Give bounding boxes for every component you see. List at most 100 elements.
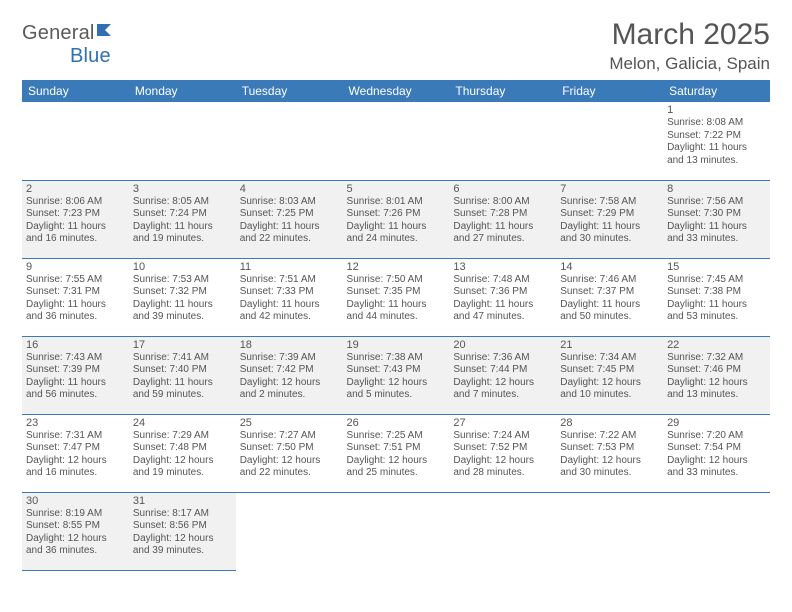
calendar-row: 9Sunrise: 7:55 AMSunset: 7:31 PMDaylight… — [22, 258, 770, 336]
calendar-cell: 21Sunrise: 7:34 AMSunset: 7:45 PMDayligh… — [556, 336, 663, 414]
calendar-cell: 28Sunrise: 7:22 AMSunset: 7:53 PMDayligh… — [556, 414, 663, 492]
day-info: Sunrise: 7:27 AMSunset: 7:50 PMDaylight:… — [240, 430, 339, 480]
calendar-cell: 19Sunrise: 7:38 AMSunset: 7:43 PMDayligh… — [343, 336, 450, 414]
day-info: Sunrise: 7:50 AMSunset: 7:35 PMDaylight:… — [347, 274, 446, 324]
day-info: Sunrise: 8:05 AMSunset: 7:24 PMDaylight:… — [133, 196, 232, 246]
calendar-head: SundayMondayTuesdayWednesdayThursdayFrid… — [22, 80, 770, 102]
day-number: 27 — [453, 417, 552, 429]
day-info: Sunrise: 7:34 AMSunset: 7:45 PMDaylight:… — [560, 352, 659, 402]
day-number: 16 — [26, 339, 125, 351]
day-number: 19 — [347, 339, 446, 351]
day-number: 29 — [667, 417, 766, 429]
calendar-cell: 14Sunrise: 7:46 AMSunset: 7:37 PMDayligh… — [556, 258, 663, 336]
day-info: Sunrise: 7:43 AMSunset: 7:39 PMDaylight:… — [26, 352, 125, 402]
day-info: Sunrise: 7:48 AMSunset: 7:36 PMDaylight:… — [453, 274, 552, 324]
calendar-body: 1Sunrise: 8:08 AMSunset: 7:22 PMDaylight… — [22, 102, 770, 570]
calendar-cell: 3Sunrise: 8:05 AMSunset: 7:24 PMDaylight… — [129, 180, 236, 258]
day-number: 24 — [133, 417, 232, 429]
title-block: March 2025 Melon, Galicia, Spain — [609, 18, 770, 74]
day-number: 20 — [453, 339, 552, 351]
calendar-cell: 11Sunrise: 7:51 AMSunset: 7:33 PMDayligh… — [236, 258, 343, 336]
day-info: Sunrise: 7:38 AMSunset: 7:43 PMDaylight:… — [347, 352, 446, 402]
day-info: Sunrise: 8:19 AMSunset: 8:55 PMDaylight:… — [26, 508, 125, 558]
day-info: Sunrise: 7:25 AMSunset: 7:51 PMDaylight:… — [347, 430, 446, 480]
logo-text-a: General — [22, 22, 95, 44]
day-number: 15 — [667, 261, 766, 273]
dow-header: Monday — [129, 80, 236, 102]
calendar-cell: 10Sunrise: 7:53 AMSunset: 7:32 PMDayligh… — [129, 258, 236, 336]
calendar-cell — [22, 102, 129, 180]
calendar-cell — [129, 102, 236, 180]
calendar-cell: 15Sunrise: 7:45 AMSunset: 7:38 PMDayligh… — [663, 258, 770, 336]
logo-text: General Blue — [22, 22, 119, 68]
dow-header: Saturday — [663, 80, 770, 102]
day-info: Sunrise: 7:20 AMSunset: 7:54 PMDaylight:… — [667, 430, 766, 480]
day-number: 10 — [133, 261, 232, 273]
dow-header: Tuesday — [236, 80, 343, 102]
logo-flag-icon — [97, 21, 119, 44]
day-info: Sunrise: 7:58 AMSunset: 7:29 PMDaylight:… — [560, 196, 659, 246]
day-number: 31 — [133, 495, 232, 507]
calendar-row: 1Sunrise: 8:08 AMSunset: 7:22 PMDaylight… — [22, 102, 770, 180]
day-info: Sunrise: 8:01 AMSunset: 7:26 PMDaylight:… — [347, 196, 446, 246]
calendar-cell: 20Sunrise: 7:36 AMSunset: 7:44 PMDayligh… — [449, 336, 556, 414]
calendar-cell: 8Sunrise: 7:56 AMSunset: 7:30 PMDaylight… — [663, 180, 770, 258]
calendar-cell: 27Sunrise: 7:24 AMSunset: 7:52 PMDayligh… — [449, 414, 556, 492]
dow-header: Wednesday — [343, 80, 450, 102]
day-info: Sunrise: 7:22 AMSunset: 7:53 PMDaylight:… — [560, 430, 659, 480]
day-number: 4 — [240, 183, 339, 195]
day-info: Sunrise: 7:56 AMSunset: 7:30 PMDaylight:… — [667, 196, 766, 246]
day-info: Sunrise: 7:32 AMSunset: 7:46 PMDaylight:… — [667, 352, 766, 402]
calendar-cell: 18Sunrise: 7:39 AMSunset: 7:42 PMDayligh… — [236, 336, 343, 414]
calendar-cell: 22Sunrise: 7:32 AMSunset: 7:46 PMDayligh… — [663, 336, 770, 414]
day-number: 7 — [560, 183, 659, 195]
day-info: Sunrise: 8:00 AMSunset: 7:28 PMDaylight:… — [453, 196, 552, 246]
day-number: 1 — [667, 104, 766, 116]
day-info: Sunrise: 8:17 AMSunset: 8:56 PMDaylight:… — [133, 508, 232, 558]
day-number: 23 — [26, 417, 125, 429]
day-number: 5 — [347, 183, 446, 195]
day-info: Sunrise: 7:41 AMSunset: 7:40 PMDaylight:… — [133, 352, 232, 402]
calendar-cell: 9Sunrise: 7:55 AMSunset: 7:31 PMDaylight… — [22, 258, 129, 336]
calendar-cell: 12Sunrise: 7:50 AMSunset: 7:35 PMDayligh… — [343, 258, 450, 336]
calendar-cell: 30Sunrise: 8:19 AMSunset: 8:55 PMDayligh… — [22, 492, 129, 570]
calendar-cell — [663, 492, 770, 570]
calendar-cell: 5Sunrise: 8:01 AMSunset: 7:26 PMDaylight… — [343, 180, 450, 258]
day-number: 22 — [667, 339, 766, 351]
day-number: 12 — [347, 261, 446, 273]
day-info: Sunrise: 8:08 AMSunset: 7:22 PMDaylight:… — [667, 117, 766, 167]
day-number: 2 — [26, 183, 125, 195]
calendar-cell — [236, 102, 343, 180]
calendar-cell: 25Sunrise: 7:27 AMSunset: 7:50 PMDayligh… — [236, 414, 343, 492]
calendar-cell — [343, 492, 450, 570]
day-number: 30 — [26, 495, 125, 507]
calendar-cell — [556, 102, 663, 180]
calendar-cell: 17Sunrise: 7:41 AMSunset: 7:40 PMDayligh… — [129, 336, 236, 414]
day-info: Sunrise: 7:46 AMSunset: 7:37 PMDaylight:… — [560, 274, 659, 324]
day-info: Sunrise: 7:45 AMSunset: 7:38 PMDaylight:… — [667, 274, 766, 324]
calendar-row: 23Sunrise: 7:31 AMSunset: 7:47 PMDayligh… — [22, 414, 770, 492]
day-info: Sunrise: 8:03 AMSunset: 7:25 PMDaylight:… — [240, 196, 339, 246]
day-number: 26 — [347, 417, 446, 429]
calendar-row: 16Sunrise: 7:43 AMSunset: 7:39 PMDayligh… — [22, 336, 770, 414]
day-info: Sunrise: 7:39 AMSunset: 7:42 PMDaylight:… — [240, 352, 339, 402]
calendar-cell: 1Sunrise: 8:08 AMSunset: 7:22 PMDaylight… — [663, 102, 770, 180]
calendar-cell: 31Sunrise: 8:17 AMSunset: 8:56 PMDayligh… — [129, 492, 236, 570]
dow-header: Friday — [556, 80, 663, 102]
calendar-cell: 2Sunrise: 8:06 AMSunset: 7:23 PMDaylight… — [22, 180, 129, 258]
calendar-cell: 13Sunrise: 7:48 AMSunset: 7:36 PMDayligh… — [449, 258, 556, 336]
calendar-cell: 7Sunrise: 7:58 AMSunset: 7:29 PMDaylight… — [556, 180, 663, 258]
calendar-cell — [236, 492, 343, 570]
calendar-cell: 24Sunrise: 7:29 AMSunset: 7:48 PMDayligh… — [129, 414, 236, 492]
calendar-cell: 6Sunrise: 8:00 AMSunset: 7:28 PMDaylight… — [449, 180, 556, 258]
location: Melon, Galicia, Spain — [609, 54, 770, 74]
day-info: Sunrise: 7:53 AMSunset: 7:32 PMDaylight:… — [133, 274, 232, 324]
day-number: 28 — [560, 417, 659, 429]
calendar-cell — [556, 492, 663, 570]
calendar-cell — [343, 102, 450, 180]
day-number: 21 — [560, 339, 659, 351]
day-info: Sunrise: 7:31 AMSunset: 7:47 PMDaylight:… — [26, 430, 125, 480]
calendar-cell: 16Sunrise: 7:43 AMSunset: 7:39 PMDayligh… — [22, 336, 129, 414]
logo-text-b: Blue — [70, 45, 111, 67]
day-number: 3 — [133, 183, 232, 195]
